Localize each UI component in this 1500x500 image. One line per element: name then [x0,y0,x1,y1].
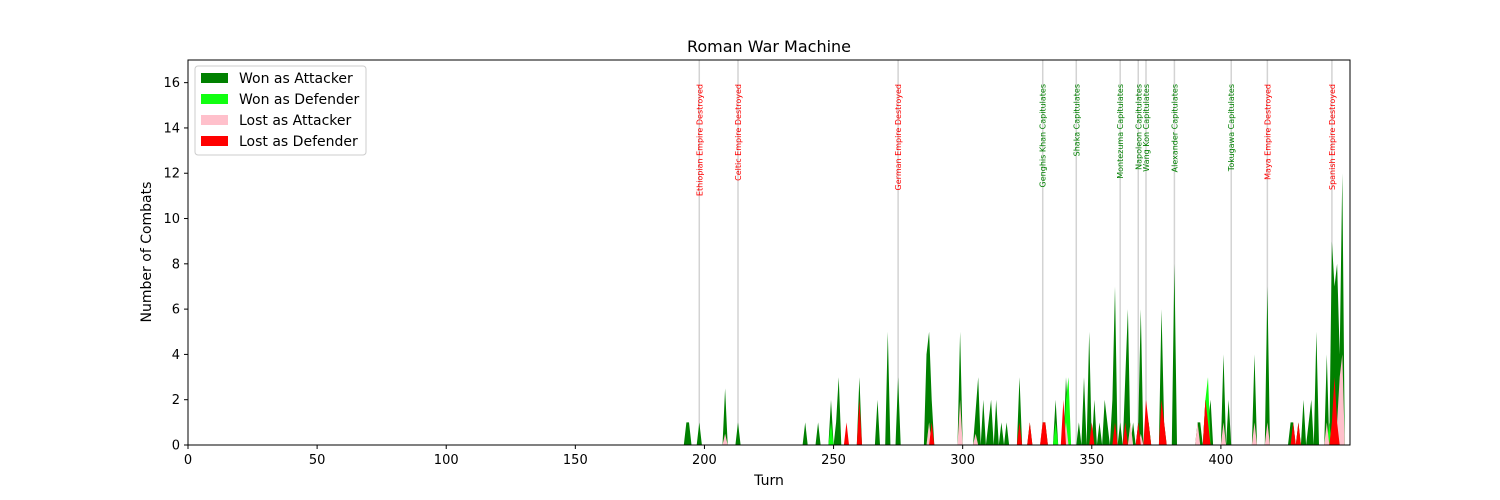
x-axis-ticks: 0 50 100 150 200 250 300 350 400 [184,445,1233,468]
x-tick-label: 250 [821,453,846,468]
legend-label: Lost as Defender [239,134,358,150]
x-tick-label: 400 [1208,453,1233,468]
x-tick-label: 0 [184,453,192,468]
y-tick-label: 16 [163,76,180,91]
x-tick-label: 150 [563,453,588,468]
chart-title: Roman War Machine [687,37,851,56]
legend-label: Lost as Attacker [239,113,351,129]
legend-swatch [201,73,228,83]
y-tick-label: 12 [163,167,180,182]
legend-frame [194,65,367,156]
event-label: Montezuma Capitulates [1116,84,1125,179]
legend-swatch [201,115,228,125]
plot-frame [187,59,1351,446]
x-tick-label: 200 [692,453,717,468]
y-tick-label: 0 [172,439,180,454]
y-tick-label: 10 [163,212,180,227]
legend-label: Won as Attacker [239,71,353,87]
event-label: Napoleon Capitulates [1134,84,1143,170]
x-axis-label: Turn [753,473,784,489]
event-label: Celtic Empire Destroyed [734,84,743,181]
legend-swatch [201,136,228,146]
y-tick-label: 8 [172,257,180,272]
legend: Won as Attacker Won as Defender Lost as At… [194,65,367,156]
event-label: Alexander Capitulates [1170,84,1179,172]
x-tick-label: 300 [950,453,975,468]
y-tick-label: 14 [163,121,180,136]
y-axis-ticks: 0 2 4 6 8 10 12 14 16 [163,76,188,454]
series-area-lost-attacker [722,354,1345,445]
y-tick-label: 4 [172,348,180,363]
event-label: Wang Kon Capitulates [1142,84,1151,172]
event-label: Ethiopian Empire Destroyed [695,84,704,196]
event-label: Spanish Empire Destroyed [1328,84,1337,190]
x-tick-label: 50 [309,453,326,468]
y-tick-label: 2 [172,393,180,408]
series-areas [683,173,1345,445]
y-tick-label: 6 [172,303,180,318]
x-tick-label: 100 [434,453,459,468]
series-area-won-attacker [683,173,1345,445]
event-label: Genghis Khan Capitulates [1039,84,1048,187]
series-area-lost-defender [843,377,1340,445]
event-markers: Ethiopian Empire Destroyed Celtic Empire … [695,60,1337,445]
event-label: Shaka Capitulates [1072,84,1081,156]
legend-swatch [201,94,228,104]
event-label: Tokugawa Capitulates [1227,84,1236,172]
event-label: Maya Empire Destroyed [1263,84,1272,180]
x-tick-label: 350 [1079,453,1104,468]
event-label: German Empire Destroyed [894,84,903,190]
legend-label: Won as Defender [239,92,360,108]
y-axis-label: Number of Combats [139,182,155,323]
